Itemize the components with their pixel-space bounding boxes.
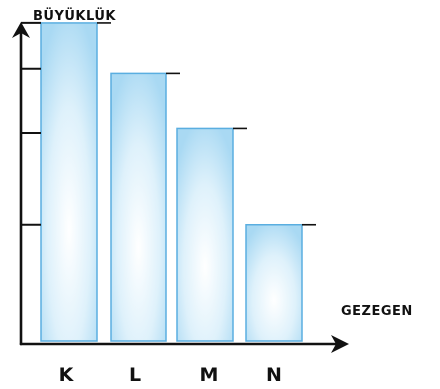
bars-group [40, 22, 316, 342]
x-axis-arrow [331, 335, 349, 353]
bar-l [110, 72, 167, 342]
bar-k [40, 22, 98, 342]
category-label-m: M [200, 364, 219, 386]
category-labels-group: K L M N [59, 364, 282, 386]
category-label-l: L [129, 364, 141, 386]
category-label-n: N [266, 364, 282, 386]
y-axis-label: BÜYÜKLÜK [33, 8, 116, 24]
bar-n [245, 223, 303, 342]
category-label-k: K [59, 364, 75, 386]
bar-m [176, 127, 234, 342]
y-axis-arrow [12, 22, 30, 38]
x-axis-label: GEZEGEN [341, 304, 413, 319]
y-ticks-group [21, 21, 41, 226]
